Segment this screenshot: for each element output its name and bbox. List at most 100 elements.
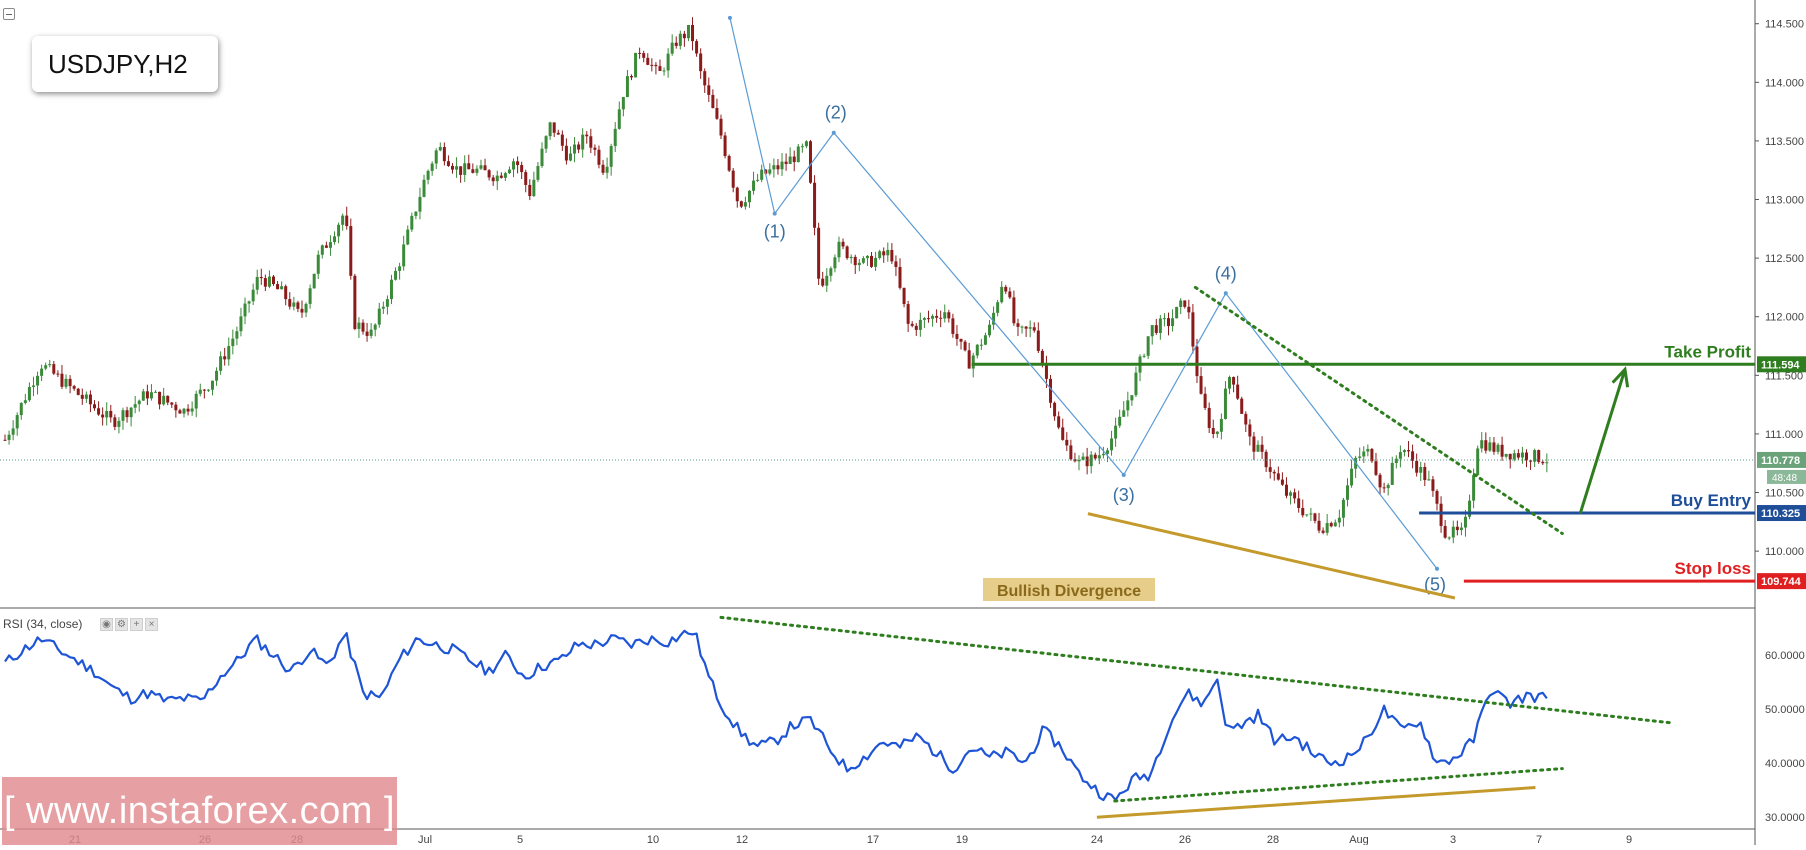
candle-body	[723, 135, 727, 156]
candle-body	[154, 391, 158, 393]
candle-body	[1280, 479, 1284, 485]
candle-body	[15, 415, 19, 429]
candle-body	[686, 24, 690, 39]
candle-body	[1008, 291, 1012, 298]
level-price-tag	[1757, 505, 1806, 522]
wave-point	[1121, 472, 1126, 477]
candle-body	[1236, 384, 1240, 399]
candle-body	[438, 147, 442, 151]
candle-body	[760, 169, 764, 180]
rsi-trend-line-dotted	[1113, 767, 1564, 803]
candle-body	[1512, 453, 1516, 460]
candle-body	[849, 256, 853, 259]
candle-body	[1480, 440, 1484, 449]
candle-body	[186, 408, 190, 412]
candle-body	[223, 356, 227, 360]
candle-body	[198, 389, 202, 394]
candle-body	[1508, 453, 1512, 460]
candle-body	[625, 76, 629, 98]
candle-body	[414, 211, 418, 216]
candle-body	[1134, 372, 1138, 396]
candle-body	[1284, 484, 1288, 496]
x-tick-label: 26	[1179, 834, 1191, 845]
candle-body	[1044, 364, 1048, 379]
candle-body	[560, 134, 564, 146]
candle-body	[642, 53, 646, 58]
candle-body	[865, 255, 869, 259]
candle-body	[446, 161, 450, 166]
candle-body	[149, 392, 153, 399]
eye-icon[interactable]: ◉	[100, 618, 113, 631]
level-price-tag	[1757, 573, 1806, 590]
candle-body	[1386, 484, 1390, 489]
candle-body	[308, 288, 312, 304]
candle-body	[109, 410, 113, 418]
candle-body	[682, 33, 686, 39]
rsi-divergence-line	[1096, 786, 1536, 819]
candle-body	[1146, 336, 1150, 356]
candle-body	[1337, 517, 1341, 523]
candle-body	[272, 276, 275, 285]
candle-body	[385, 299, 389, 307]
candle-body	[593, 147, 597, 150]
candle-body	[1350, 468, 1354, 486]
wave-label: (1)	[764, 222, 786, 242]
candle-body	[1439, 503, 1443, 526]
candle-body	[906, 304, 910, 324]
candle-body	[1016, 323, 1020, 327]
candle-body	[890, 249, 894, 262]
candle-body	[284, 286, 288, 300]
candle-body	[40, 368, 44, 376]
candle-body	[979, 344, 983, 346]
settings-icon[interactable]: ⚙	[115, 618, 128, 631]
candle-body	[499, 175, 503, 178]
candle-body	[227, 346, 231, 360]
candle-body	[1496, 444, 1500, 452]
candle-body	[1268, 467, 1272, 472]
candle-body	[1541, 461, 1545, 464]
candle-body	[507, 169, 511, 174]
candle-body	[1154, 325, 1158, 333]
candle-body	[1411, 451, 1415, 461]
candle-body	[621, 97, 625, 110]
collapse-icon[interactable]	[3, 8, 15, 20]
candle-body	[1520, 452, 1524, 458]
candle-body	[133, 404, 137, 408]
candle-body	[568, 153, 572, 161]
candle-body	[170, 402, 174, 405]
rsi-y-tick-label: 30.0000	[1765, 812, 1805, 824]
divergence-label: Bullish Divergence	[997, 583, 1141, 600]
candle-body	[141, 391, 145, 401]
candle-body	[1215, 431, 1219, 434]
candle-body	[1158, 318, 1162, 333]
x-tick-label: 28	[1267, 834, 1279, 845]
countdown-tag	[1767, 469, 1806, 484]
candle-body	[1402, 450, 1406, 453]
candle-body	[125, 410, 129, 418]
close-icon[interactable]: ×	[145, 618, 158, 631]
candle-body	[1179, 300, 1183, 308]
candle-body	[1463, 516, 1467, 528]
candle-body	[918, 319, 922, 330]
candle-body	[772, 165, 776, 170]
candle-body	[320, 245, 324, 255]
candle-body	[935, 315, 939, 318]
y-tick-label: 113.500	[1765, 136, 1804, 148]
candle-body	[512, 161, 516, 170]
level-label: Buy Entry	[1671, 491, 1752, 510]
candle-body	[88, 394, 92, 405]
candle-body	[829, 268, 833, 276]
add-icon[interactable]: +	[130, 618, 143, 631]
candle-body	[1211, 427, 1215, 434]
candle-body	[1407, 450, 1411, 452]
wave-point	[831, 130, 836, 135]
candle-body	[105, 410, 109, 418]
candle-body	[715, 108, 719, 119]
candle-body	[182, 408, 186, 414]
candle-body	[1455, 526, 1459, 531]
candle-body	[967, 350, 971, 369]
candle-body	[1358, 456, 1362, 458]
candle-body	[1529, 460, 1533, 462]
current-price-tag	[1757, 451, 1806, 468]
